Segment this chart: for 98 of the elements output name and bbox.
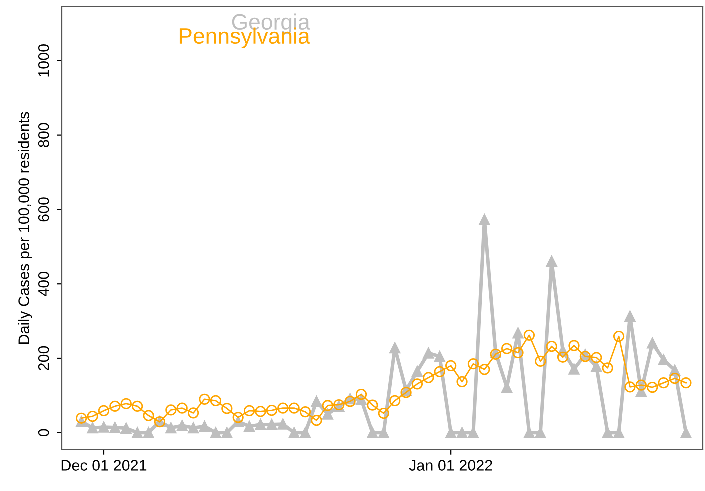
point <box>222 403 233 414</box>
point <box>591 361 602 372</box>
point <box>412 378 424 390</box>
point <box>591 352 602 364</box>
point <box>255 406 266 418</box>
point <box>479 364 490 376</box>
point <box>434 366 446 378</box>
point <box>87 410 98 422</box>
point <box>132 400 144 412</box>
point <box>356 389 368 400</box>
point <box>647 382 658 394</box>
point <box>278 418 289 430</box>
point <box>311 415 322 426</box>
y-tick-label: 600 <box>38 198 50 222</box>
point <box>255 419 266 430</box>
point <box>166 404 177 416</box>
point <box>110 400 121 412</box>
point <box>680 377 692 389</box>
point <box>479 214 490 226</box>
y-tick-label: 1000 <box>38 44 50 77</box>
point <box>288 402 300 414</box>
point <box>423 372 434 384</box>
point <box>557 352 569 363</box>
point <box>311 396 322 408</box>
y-axis-title: Daily Cases per 100,000 residents <box>18 112 32 344</box>
point <box>188 422 200 434</box>
point <box>322 408 334 420</box>
y-tick-label: 800 <box>38 123 50 148</box>
point <box>266 419 278 430</box>
point <box>120 422 132 434</box>
point <box>367 427 378 438</box>
point <box>602 427 614 438</box>
point <box>390 342 401 354</box>
point <box>412 366 424 378</box>
y-tick-label: 200 <box>38 346 50 370</box>
x-tick-label: Dec 01 2021 <box>62 460 147 471</box>
point <box>266 405 278 416</box>
point <box>524 330 536 341</box>
y-tick-label: 0 <box>38 429 50 437</box>
point <box>434 351 446 362</box>
point <box>512 328 524 339</box>
point <box>624 382 636 393</box>
point <box>468 358 480 370</box>
point <box>210 427 222 438</box>
point <box>98 422 110 433</box>
point <box>613 330 625 342</box>
point <box>232 412 244 424</box>
point <box>300 406 312 418</box>
point <box>378 408 390 420</box>
point <box>378 427 390 438</box>
point <box>568 340 580 352</box>
point <box>423 348 434 359</box>
point <box>344 396 356 408</box>
point <box>176 402 188 414</box>
point <box>669 373 681 384</box>
point <box>98 405 110 416</box>
point <box>143 410 154 422</box>
point <box>210 395 222 406</box>
point <box>446 427 457 438</box>
point <box>636 380 647 391</box>
point <box>166 422 177 434</box>
point <box>456 427 468 438</box>
point <box>244 421 256 432</box>
point <box>244 405 256 416</box>
point <box>647 338 658 349</box>
point <box>367 400 378 411</box>
point <box>278 402 289 414</box>
point <box>132 427 144 438</box>
point <box>199 394 210 405</box>
point <box>546 341 558 352</box>
point <box>602 362 614 374</box>
point <box>188 408 200 419</box>
point <box>322 400 334 412</box>
point <box>446 360 457 372</box>
point <box>658 354 670 366</box>
point <box>546 256 558 267</box>
point <box>512 347 524 358</box>
point <box>624 310 636 322</box>
point <box>199 421 210 432</box>
point <box>76 412 88 424</box>
point <box>120 398 132 410</box>
y-tick-label: 400 <box>38 272 50 296</box>
point <box>456 376 468 388</box>
point <box>390 395 401 406</box>
point <box>176 420 188 432</box>
x-tick-label: Jan 01 2022 <box>409 460 492 471</box>
point <box>110 422 121 434</box>
point <box>300 427 312 438</box>
point <box>288 427 300 438</box>
point <box>87 422 98 434</box>
point <box>568 364 580 375</box>
point <box>222 427 233 438</box>
point <box>535 356 546 368</box>
point <box>143 427 154 438</box>
point <box>502 343 513 354</box>
point <box>400 387 412 398</box>
point <box>680 427 692 438</box>
point <box>658 377 670 389</box>
